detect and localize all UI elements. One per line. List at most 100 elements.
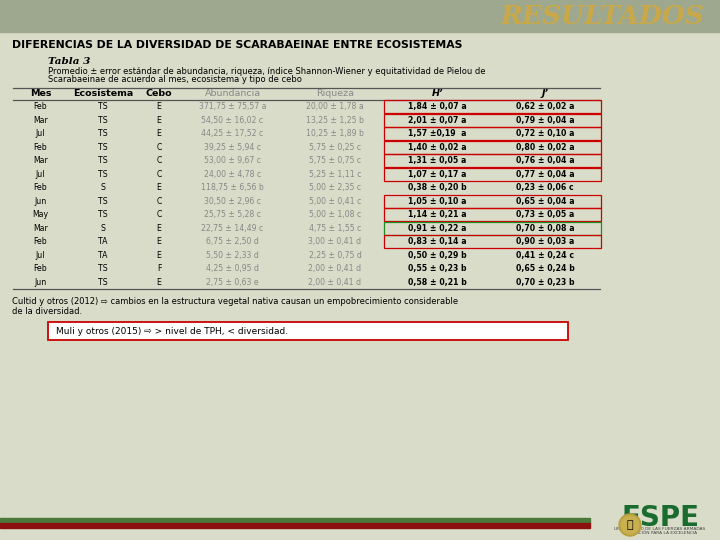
Text: Muli y otros (2015) ⇨ > nivel de TPH, < diversidad.: Muli y otros (2015) ⇨ > nivel de TPH, < … <box>56 327 288 335</box>
Text: 24,00 ± 4,78 c: 24,00 ± 4,78 c <box>204 170 261 179</box>
Text: E: E <box>156 278 161 287</box>
Text: UNIVERSIDAD DE LAS FUERZAS ARMADAS: UNIVERSIDAD DE LAS FUERZAS ARMADAS <box>614 527 706 531</box>
Text: TS: TS <box>98 129 108 138</box>
Text: TA: TA <box>99 251 108 260</box>
Text: 0,23 ± 0,06 c: 0,23 ± 0,06 c <box>516 183 574 192</box>
Text: TS: TS <box>98 278 108 287</box>
Text: 5,00 ± 1,08 c: 5,00 ± 1,08 c <box>309 210 361 219</box>
Bar <box>0 0 720 32</box>
Text: E: E <box>156 237 161 246</box>
Text: 10,25 ± 1,89 b: 10,25 ± 1,89 b <box>306 129 364 138</box>
Text: TS: TS <box>98 102 108 111</box>
Text: 0,72 ± 0,10 a: 0,72 ± 0,10 a <box>516 129 574 138</box>
Text: 5,75 ± 0,75 c: 5,75 ± 0,75 c <box>309 156 361 165</box>
Text: 0,76 ± 0,04 a: 0,76 ± 0,04 a <box>516 156 575 165</box>
Text: 0,55 ± 0,23 b: 0,55 ± 0,23 b <box>408 264 467 273</box>
Bar <box>384 208 601 221</box>
Text: TS: TS <box>98 197 108 206</box>
Text: Feb: Feb <box>34 183 48 192</box>
Bar <box>48 322 568 340</box>
Bar <box>384 114 601 127</box>
Text: H’: H’ <box>432 90 444 98</box>
Text: TA: TA <box>99 237 108 246</box>
Text: Ecosistema: Ecosistema <box>73 90 133 98</box>
Text: C: C <box>156 156 162 165</box>
Text: Feb: Feb <box>34 102 48 111</box>
Text: 0,65 ± 0,04 a: 0,65 ± 0,04 a <box>516 197 575 206</box>
Text: 0,83 ± 0,14 a: 0,83 ± 0,14 a <box>408 237 467 246</box>
Text: INNOVACIÓN PARA LA EXCELENCIA: INNOVACIÓN PARA LA EXCELENCIA <box>622 531 698 535</box>
Text: S: S <box>101 183 105 192</box>
Text: 1,07 ± 0,17 a: 1,07 ± 0,17 a <box>408 170 467 179</box>
Text: 0,38 ± 0,20 b: 0,38 ± 0,20 b <box>408 183 467 192</box>
Text: 25,75 ± 5,28 c: 25,75 ± 5,28 c <box>204 210 261 219</box>
Text: E: E <box>156 183 161 192</box>
Text: 5,25 ± 1,11 c: 5,25 ± 1,11 c <box>309 170 361 179</box>
Text: E: E <box>156 102 161 111</box>
Text: 1,14 ± 0,21 a: 1,14 ± 0,21 a <box>408 210 467 219</box>
Text: 44,25 ± 17,52 c: 44,25 ± 17,52 c <box>202 129 264 138</box>
Text: 0,80 ± 0,02 a: 0,80 ± 0,02 a <box>516 143 575 152</box>
Text: Mar: Mar <box>33 116 48 125</box>
Text: Jul: Jul <box>36 129 45 138</box>
Circle shape <box>619 514 641 536</box>
Text: Feb: Feb <box>34 237 48 246</box>
Text: S: S <box>101 224 105 233</box>
Text: 22,75 ± 14,49 c: 22,75 ± 14,49 c <box>202 224 264 233</box>
Bar <box>384 100 601 113</box>
Text: 0,65 ± 0,24 b: 0,65 ± 0,24 b <box>516 264 575 273</box>
Text: 🛡: 🛡 <box>626 520 634 530</box>
Text: 5,50 ± 2,33 d: 5,50 ± 2,33 d <box>206 251 259 260</box>
Text: TS: TS <box>98 170 108 179</box>
Text: E: E <box>156 116 161 125</box>
Text: 6,75 ± 2,50 d: 6,75 ± 2,50 d <box>206 237 259 246</box>
Text: C: C <box>156 170 162 179</box>
Text: Jun: Jun <box>35 278 47 287</box>
Text: 4,75 ± 1,55 c: 4,75 ± 1,55 c <box>309 224 361 233</box>
Bar <box>384 154 601 167</box>
Text: 0,77 ± 0,04 a: 0,77 ± 0,04 a <box>516 170 575 179</box>
Text: 2,00 ± 0,41 d: 2,00 ± 0,41 d <box>308 264 361 273</box>
Text: 39,25 ± 5,94 c: 39,25 ± 5,94 c <box>204 143 261 152</box>
Text: E: E <box>156 251 161 260</box>
Text: 118,75 ± 6,56 b: 118,75 ± 6,56 b <box>201 183 264 192</box>
Text: E: E <box>156 224 161 233</box>
Text: 30,50 ± 2,96 c: 30,50 ± 2,96 c <box>204 197 261 206</box>
Text: Jul: Jul <box>36 170 45 179</box>
Text: Feb: Feb <box>34 264 48 273</box>
Text: 1,05 ± 0,10 a: 1,05 ± 0,10 a <box>408 197 467 206</box>
Text: 3,00 ± 0,41 d: 3,00 ± 0,41 d <box>308 237 361 246</box>
Text: Scarabaeinae de acuerdo al mes, ecosistema y tipo de cebo: Scarabaeinae de acuerdo al mes, ecosiste… <box>48 75 302 84</box>
Text: Tabla 3: Tabla 3 <box>48 57 91 65</box>
Text: C: C <box>156 143 162 152</box>
Bar <box>384 195 601 208</box>
Text: 1,40 ± 0,02 a: 1,40 ± 0,02 a <box>408 143 467 152</box>
Text: 2,75 ± 0,63 e: 2,75 ± 0,63 e <box>206 278 258 287</box>
Text: TS: TS <box>98 156 108 165</box>
Text: 0,62 ± 0,02 a: 0,62 ± 0,02 a <box>516 102 574 111</box>
Bar <box>0 518 590 523</box>
Text: 2,25 ± 0,75 d: 2,25 ± 0,75 d <box>309 251 361 260</box>
Text: 0,70 ± 0,08 a: 0,70 ± 0,08 a <box>516 224 575 233</box>
Text: 2,01 ± 0,07 a: 2,01 ± 0,07 a <box>408 116 467 125</box>
Bar <box>384 141 601 154</box>
Text: 371,75 ± 75,57 a: 371,75 ± 75,57 a <box>199 102 266 111</box>
Text: 1,84 ± 0,07 a: 1,84 ± 0,07 a <box>408 102 467 111</box>
Text: 13,25 ± 1,25 b: 13,25 ± 1,25 b <box>306 116 364 125</box>
Text: Mes: Mes <box>30 90 51 98</box>
Text: 54,50 ± 16,02 c: 54,50 ± 16,02 c <box>202 116 264 125</box>
Text: 0,70 ± 0,23 b: 0,70 ± 0,23 b <box>516 278 575 287</box>
Text: 5,75 ± 0,25 c: 5,75 ± 0,25 c <box>309 143 361 152</box>
Bar <box>384 127 601 140</box>
Text: 0,73 ± 0,05 a: 0,73 ± 0,05 a <box>516 210 574 219</box>
Text: 1,57 ±0,19  a: 1,57 ±0,19 a <box>408 129 467 138</box>
Text: RESULTADOS: RESULTADOS <box>501 3 705 29</box>
Text: Riqueza: Riqueza <box>316 90 354 98</box>
Bar <box>384 222 601 235</box>
Text: DIFERENCIAS DE LA DIVERSIDAD DE SCARABAEINAE ENTRE ECOSISTEMAS: DIFERENCIAS DE LA DIVERSIDAD DE SCARABAE… <box>12 40 462 50</box>
Text: 0,91 ± 0,22 a: 0,91 ± 0,22 a <box>408 224 467 233</box>
Text: Mar: Mar <box>33 224 48 233</box>
Text: Jun: Jun <box>35 197 47 206</box>
Bar <box>0 523 590 528</box>
Text: 0,90 ± 0,03 a: 0,90 ± 0,03 a <box>516 237 574 246</box>
